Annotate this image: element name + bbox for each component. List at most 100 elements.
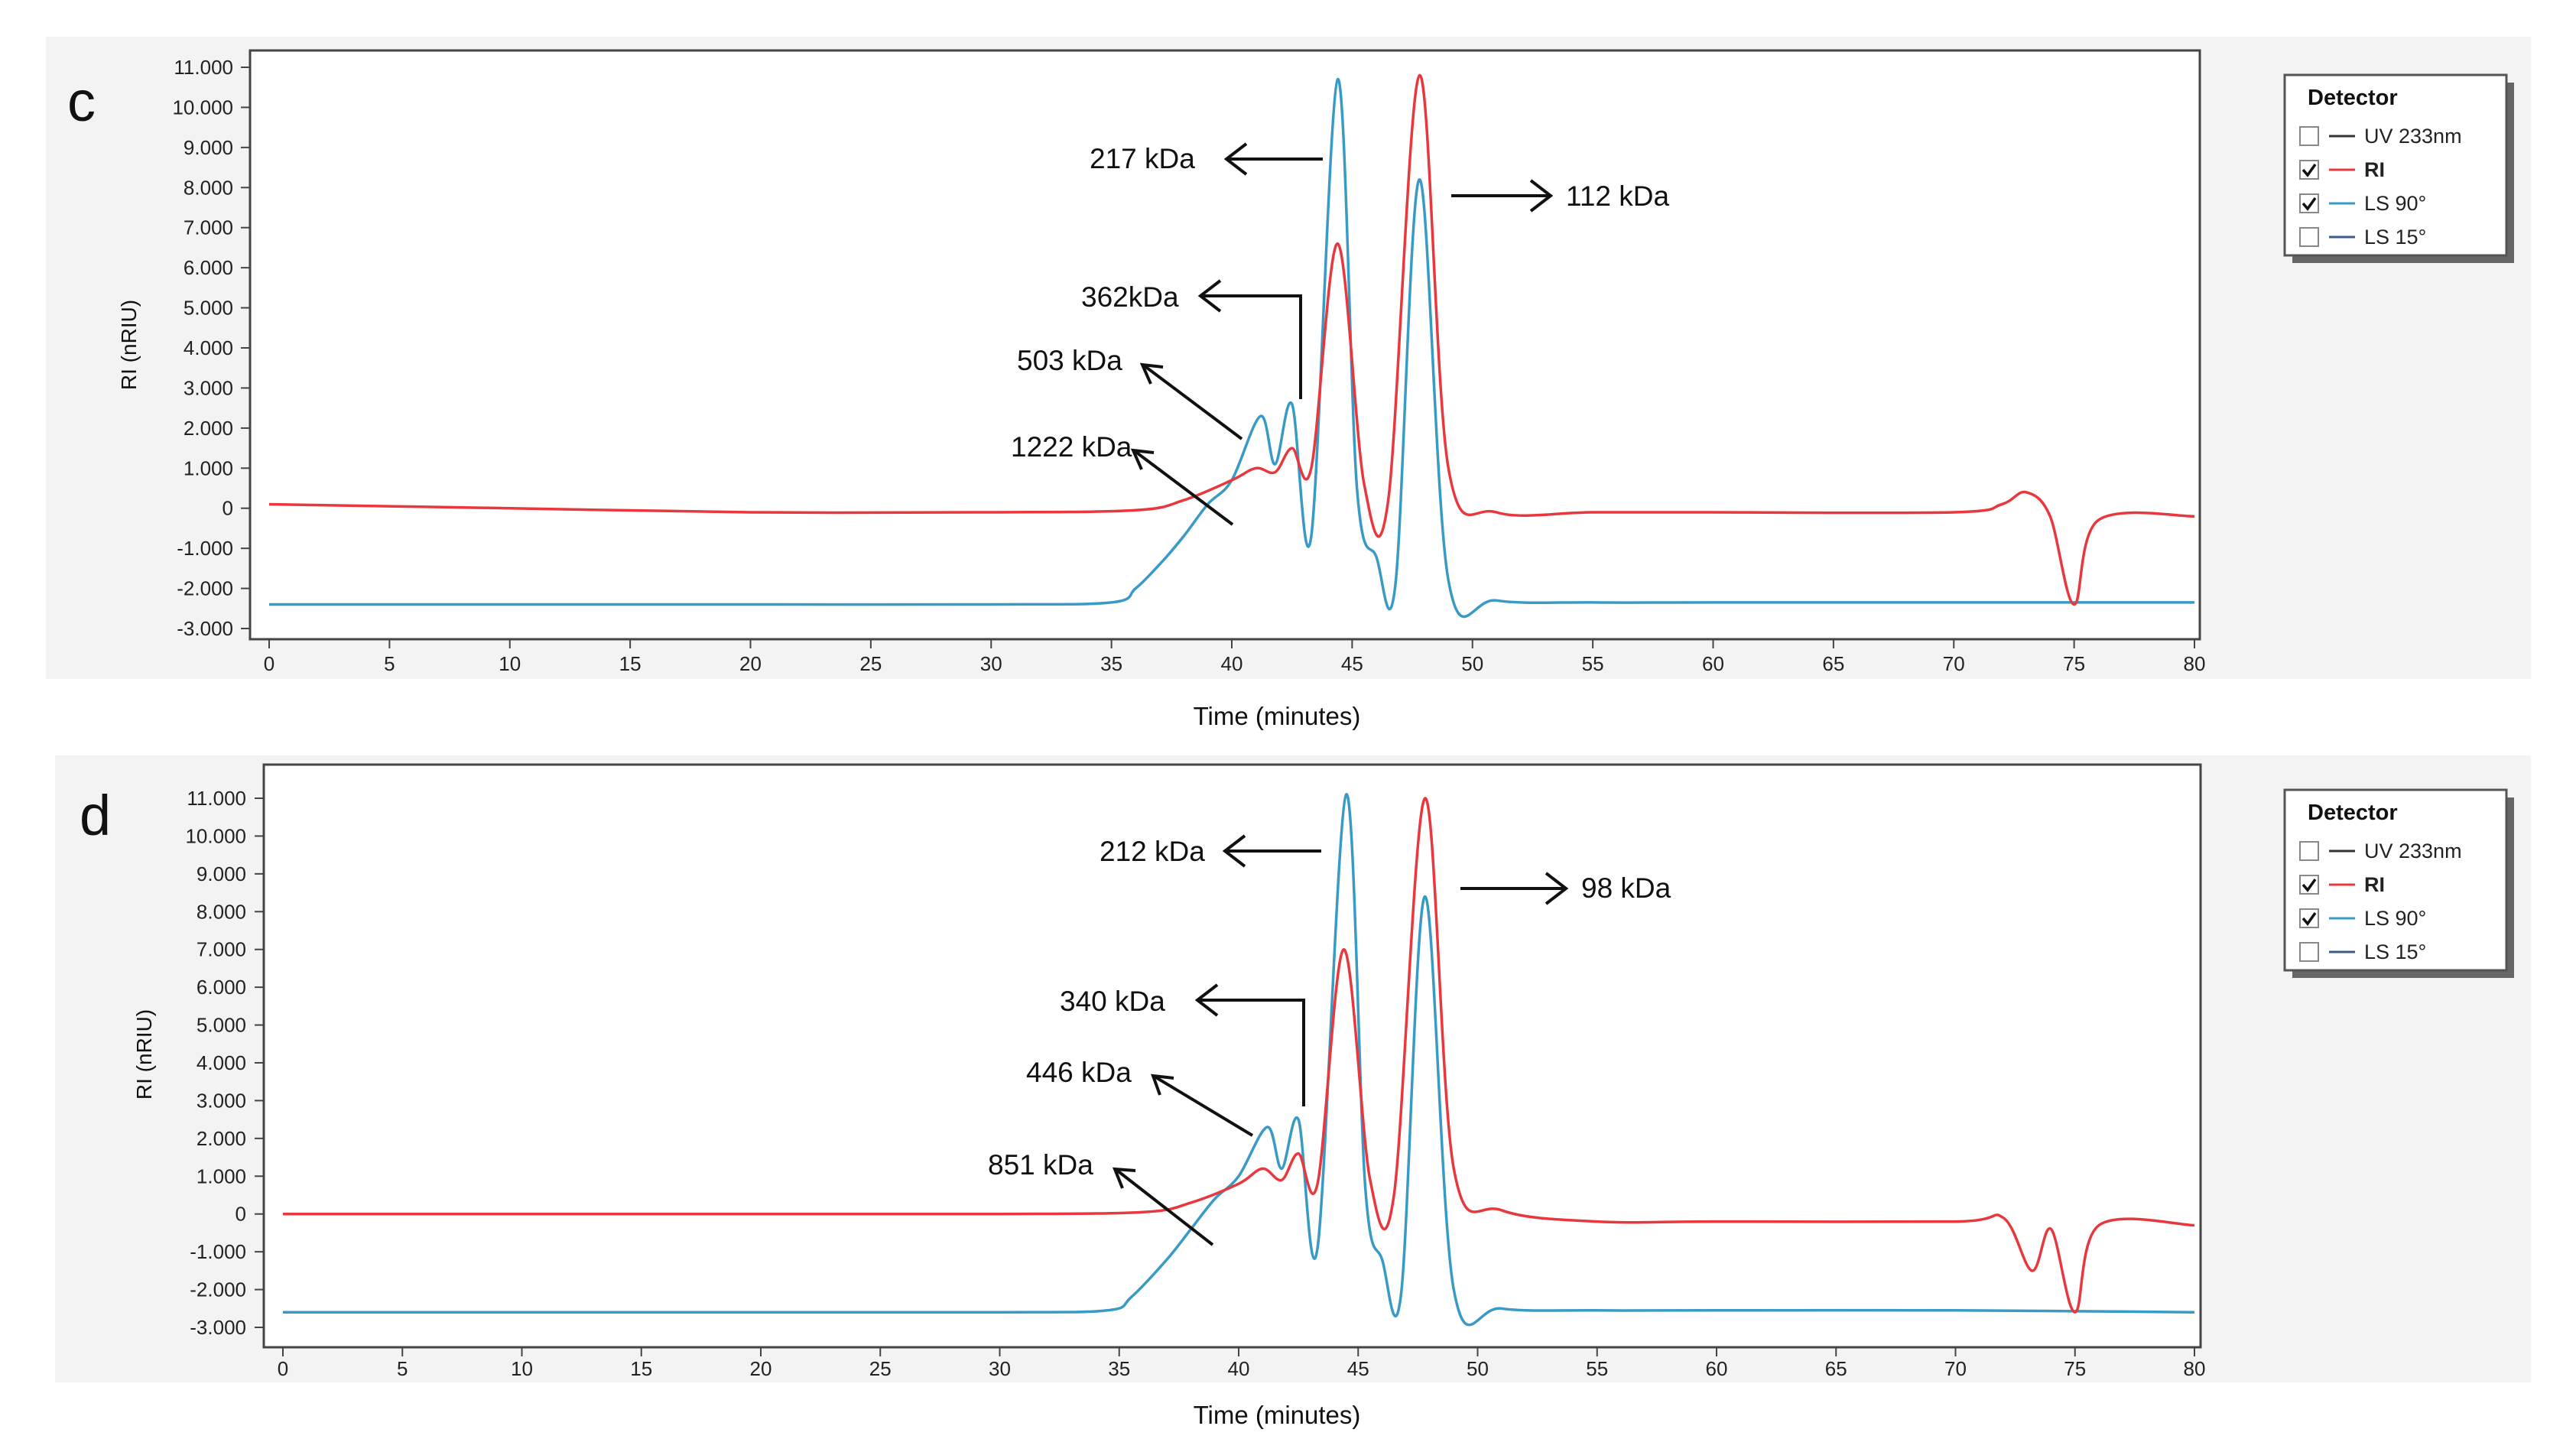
series-line-ri [283,797,2195,1314]
legend-checkbox[interactable] [2299,193,2319,213]
y-axis-label-c: RI (nRIU) [117,300,141,390]
annotation-851kda: 851 kDa [988,1149,1093,1181]
x-tick-label: 80 [2184,652,2206,675]
y-tick-label: -1.000 [190,1240,246,1263]
y-tick-label: -1.000 [177,537,233,560]
legend-checkbox[interactable] [2299,126,2319,146]
x-tick-label: 70 [1944,1357,1967,1380]
annotation-1222kda: 1222 kDa [1011,431,1132,463]
x-tick-label: 35 [1100,652,1122,675]
arrowhead-851kda [1112,1167,1136,1189]
y-tick-label: 4.000 [197,1051,246,1074]
x-tick-label: 45 [1341,652,1363,675]
check-icon [2302,163,2317,177]
legend-title: Detector [2308,86,2398,110]
x-tick-label: 0 [264,652,274,675]
x-tick-label: 15 [619,652,642,675]
legend-checkbox[interactable] [2299,841,2319,861]
arrow-503kda [1142,364,1243,440]
arrow-446kda [1153,1075,1254,1137]
y-tick-label: 2.000 [197,1127,246,1150]
y-tick-label: 8.000 [184,176,233,199]
x-tick-label: 60 [1702,652,1724,675]
x-tick-label: 75 [2063,652,2085,675]
legend-items: UV 233nm RI LS 90° LS 15° [2299,840,2462,963]
legend-label: RI [2364,158,2385,181]
y-tick-label: 0 [236,1203,246,1226]
plot-area-d [262,763,2202,1349]
legend-box [2283,788,2508,972]
legend-checkbox[interactable] [2299,908,2319,928]
arrow-851kda [1115,1168,1214,1246]
annotation-98kda: 98 kDa [1581,872,1671,904]
series-c [268,73,2195,619]
y-tick-label: 1.000 [184,456,233,479]
y-ticks-c: 11.000 10.000 9.000 8.000 7.000 6.000 5.000 4.0… [172,56,250,640]
x-tick-label: 65 [1825,1357,1847,1380]
y-tick-label: 11.000 [187,787,246,810]
y-tick-label: 5.000 [197,1014,246,1037]
x-axis-label-d: Time (minutes) [1194,1401,1361,1429]
y-tick-label: 6.000 [197,976,246,999]
legend-label: LS 90° [2364,907,2426,930]
annotation-446kda: 446 kDa [1026,1057,1132,1088]
arrowhead-446kda [1151,1074,1174,1096]
legend-label: UV 233nm [2364,125,2462,148]
panel-label-d: d [80,784,111,847]
y-tick-label: 2.000 [184,417,233,440]
legend-checkbox[interactable] [2299,942,2319,962]
panel-c: c Time (minutes) RI (nRIU) 0 5 10 15 20 25 30 3… [46,37,2531,730]
legend-checkbox[interactable] [2299,875,2319,895]
check-icon [2302,197,2317,211]
annotation-362kda: 362kDa [1081,281,1179,313]
y-tick-label: 8.000 [197,900,246,923]
annotations-d: 212 kDa 98 kDa 340 kDa 446 kDa 851 kDa [988,834,1671,1246]
x-tick-label: 0 [278,1357,288,1380]
annotation-112kda: 112 kDa [1566,180,1669,212]
x-tick-label: 5 [384,652,395,675]
y-tick-label: 10.000 [172,96,233,119]
y-tick-label: 3.000 [197,1089,246,1112]
annotation-217kda: 217 kDa [1090,143,1195,174]
x-tick-label: 25 [869,1357,892,1380]
legend-checkbox[interactable] [2299,160,2319,180]
y-tick-label: 5.000 [184,297,233,320]
series-line-ls90 [283,793,2195,1327]
y-tick-label: 6.000 [184,256,233,279]
y-axis-label-d: RI (nRIU) [132,1009,156,1100]
y-tick-label: -2.000 [190,1278,246,1301]
x-tick-label: 50 [1467,1357,1489,1380]
legend-label: UV 233nm [2364,840,2462,862]
arrowhead-212kda [1222,834,1246,868]
check-icon [2302,911,2317,926]
y-tick-label: 0 [223,497,233,520]
annotation-503kda: 503 kDa [1017,345,1122,376]
x-tick-label: 10 [499,652,521,675]
annotation-212kda: 212 kDa [1100,836,1205,867]
plot-area-c [249,49,2201,641]
series-line-ls90 [268,77,2194,619]
x-tick-label: 65 [1822,652,1844,675]
x-axis-label-c: Time (minutes) [1194,702,1361,730]
legend-checkbox[interactable] [2299,227,2319,247]
arrowhead-1222kda [1130,448,1155,470]
y-tick-label: 9.000 [184,136,233,159]
x-tick-label: 15 [630,1357,652,1380]
panel-label-c: c [67,70,96,133]
x-tick-label: 40 [1228,1357,1250,1380]
legend-items: UV 233nm RI LS 90° LS 15° [2299,125,2462,248]
x-tick-label: 20 [750,1357,772,1380]
arrow-1222kda [1133,450,1234,526]
y-tick-label: 7.000 [197,938,246,961]
y-tick-label: 3.000 [184,376,233,399]
arrowhead-362kda [1197,279,1222,313]
annotations-c: 217 kDa 112 kDa 362kDa 503 kDa 1222 kDa [1011,142,1669,526]
y-tick-label: 4.000 [184,336,233,359]
legend-d: Detector UV 233nm RI LS 90° LS 15° [2283,788,2514,978]
legend-label: LS 90° [2364,192,2426,215]
arrow-362kda [1202,294,1302,399]
x-tick-label: 70 [1943,652,1965,675]
x-tick-label: 80 [2184,1357,2206,1380]
arrowhead-340kda [1194,983,1219,1017]
